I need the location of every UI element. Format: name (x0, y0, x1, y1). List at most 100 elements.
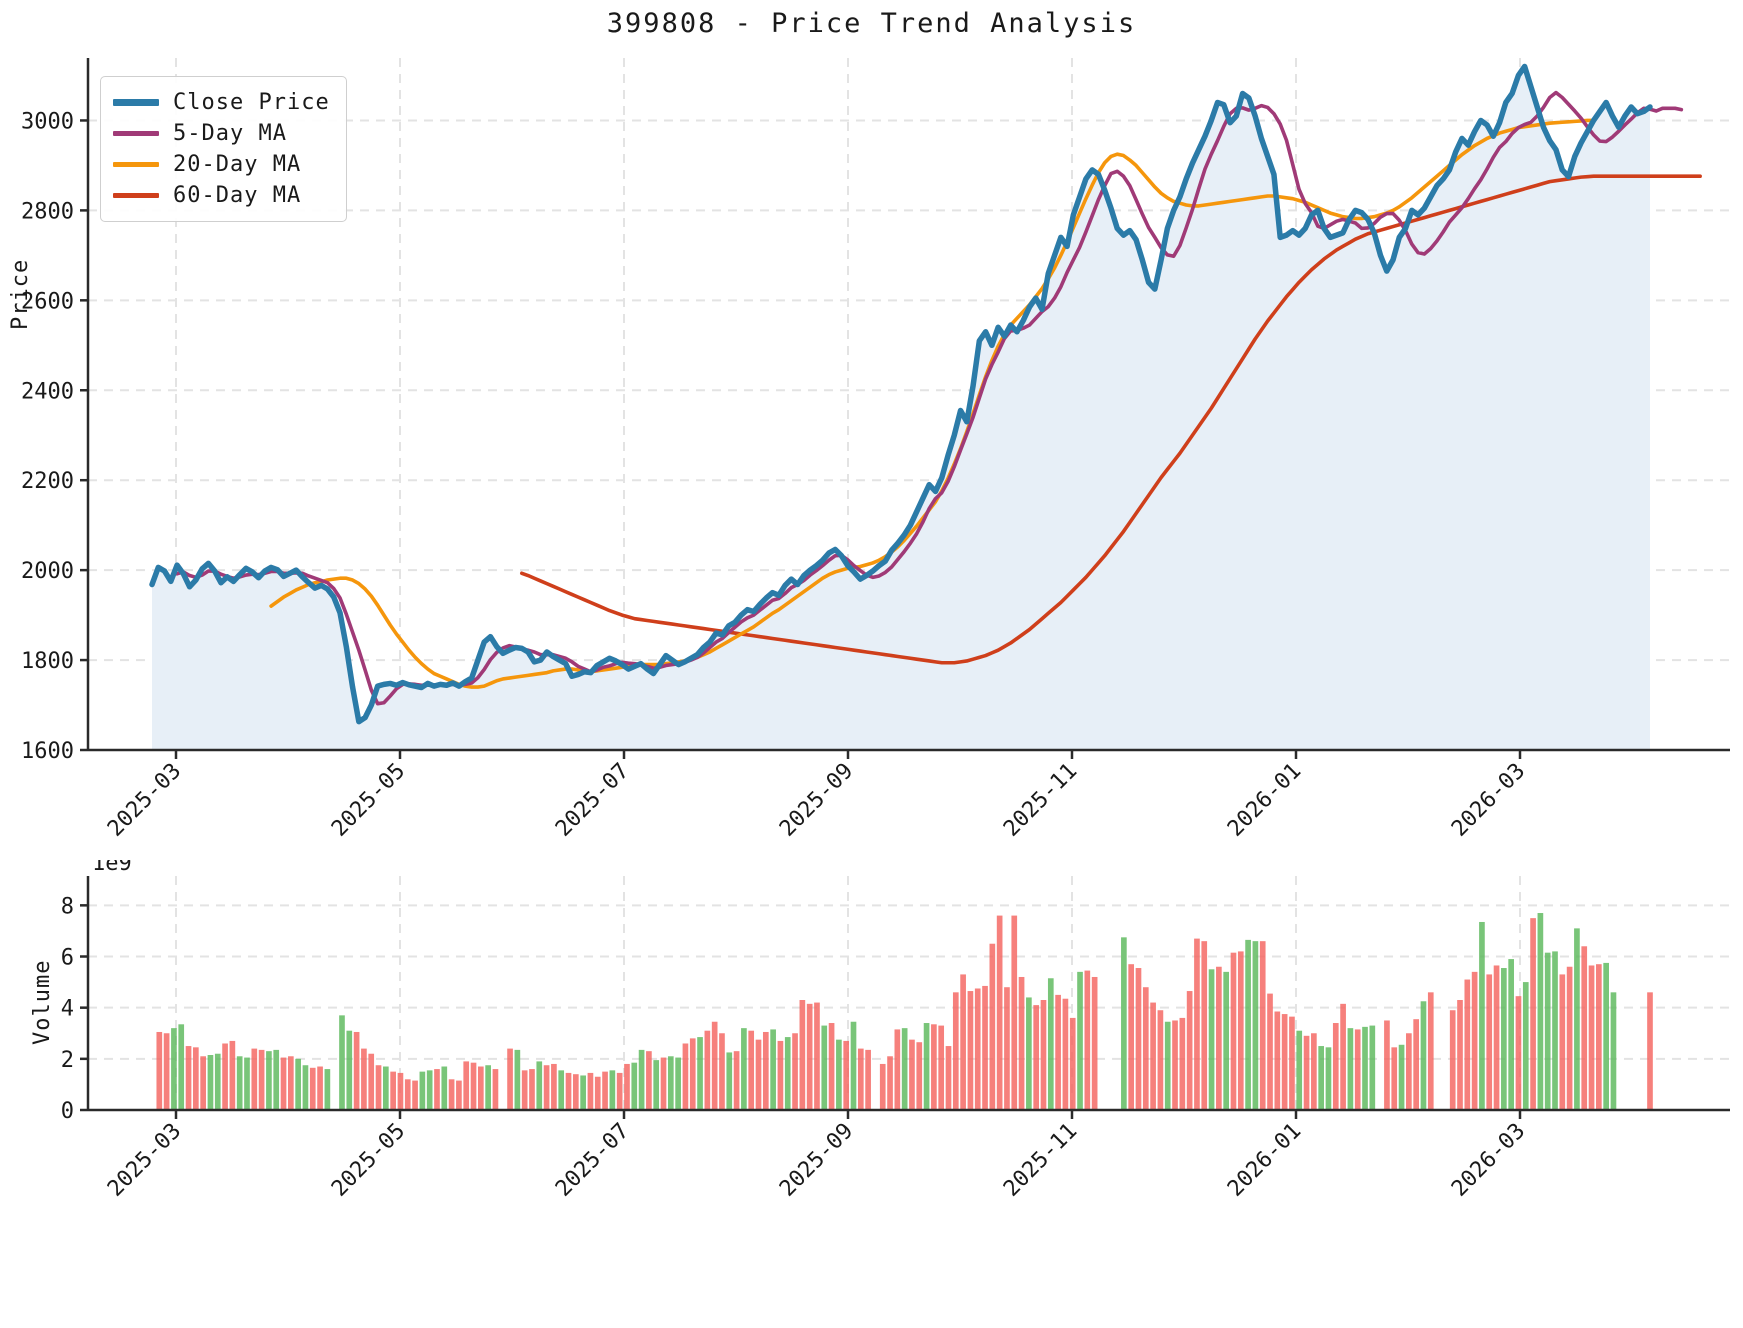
volume-bar (843, 1040, 850, 1110)
legend-item-ma5: 5-Day MA (113, 118, 330, 149)
volume-bar (602, 1071, 608, 1110)
volume-bar (923, 1023, 930, 1110)
price-y-tick: 2200 (21, 469, 74, 494)
volume-bar (594, 1076, 601, 1110)
volume-bar (492, 1069, 499, 1110)
volume-bar (214, 1053, 221, 1110)
volume-bar (1047, 978, 1054, 1110)
volume-bar (1296, 1030, 1303, 1110)
volume-bar (1530, 918, 1536, 1110)
volume-bar (726, 1052, 733, 1110)
volume-bar (1603, 962, 1609, 1110)
volume-bar (653, 1060, 660, 1110)
volume-bar (229, 1040, 236, 1110)
volume-bar (697, 1037, 703, 1110)
volume-bar (302, 1065, 309, 1110)
price-y-tick: 2000 (21, 559, 74, 584)
price-y-tick: 1600 (21, 739, 74, 764)
volume-y-tick: 2 (61, 1048, 74, 1073)
volume-bar (1311, 1033, 1317, 1110)
volume-bar (163, 1033, 170, 1110)
volume-bar (1347, 1028, 1354, 1110)
volume-bar (258, 1049, 265, 1110)
price-y-tick: 1800 (21, 649, 74, 674)
volume-bar (1077, 971, 1083, 1110)
volume-bar (375, 1065, 382, 1110)
volume-bar (1091, 976, 1098, 1110)
legend-label-close-price: Close Price (173, 90, 330, 115)
volume-bar (1289, 1016, 1295, 1110)
legend-item-close-price: Close Price (113, 87, 330, 118)
price-x-tick: 2025-03 (103, 759, 186, 842)
volume-y-tick: 8 (61, 894, 74, 919)
volume-bar (353, 1031, 360, 1110)
volume-bar (1362, 1026, 1368, 1110)
volume-bar (960, 974, 966, 1110)
volume-bar (1588, 965, 1595, 1110)
volume-bar (280, 1057, 287, 1110)
volume-bar (1552, 951, 1558, 1110)
volume-bar (507, 1048, 513, 1110)
volume-bars (156, 913, 1653, 1110)
volume-bar (244, 1057, 250, 1110)
volume-y-tick: 4 (61, 997, 74, 1022)
volume-bar (426, 1070, 433, 1110)
volume-bar (185, 1046, 192, 1110)
volume-bar (1179, 1017, 1186, 1110)
volume-bar (558, 1070, 565, 1110)
volume-bar (1457, 1000, 1463, 1110)
volume-bar (938, 1025, 945, 1110)
volume-bar (719, 1033, 725, 1110)
volume-bar (741, 1028, 747, 1110)
volume-bar (1574, 928, 1580, 1110)
volume-bar (441, 1066, 448, 1110)
volume-bar (1281, 1014, 1288, 1110)
volume-bar (1471, 971, 1478, 1110)
volume-bar (1325, 1047, 1332, 1110)
volume-bar (1406, 1033, 1412, 1110)
volume-bar (967, 991, 974, 1110)
volume-bar (580, 1075, 586, 1110)
volume-bar (909, 1039, 915, 1110)
volume-bar (631, 1062, 638, 1110)
volume-bar (236, 1056, 243, 1110)
volume-bar (1501, 968, 1507, 1110)
volume-bar (193, 1047, 199, 1110)
volume-bar (755, 1039, 762, 1110)
volume-bar (974, 988, 981, 1110)
volume-bar (383, 1066, 389, 1110)
volume-bar (857, 1048, 864, 1110)
volume-bar (529, 1069, 535, 1110)
volume-bar (1018, 976, 1025, 1110)
volume-bar (1354, 1029, 1361, 1110)
volume-x-tick: 2025-11 (999, 1119, 1082, 1202)
volume-bar (704, 1030, 711, 1110)
volume-bar (689, 1038, 696, 1110)
volume-bar (434, 1069, 440, 1110)
volume-bar (1011, 915, 1018, 1110)
volume-bar (989, 943, 996, 1110)
volume-bar (952, 992, 959, 1110)
volume-bar (1084, 970, 1091, 1110)
price-x-tick: 2025-07 (551, 759, 634, 842)
volume-bar (1004, 987, 1010, 1110)
volume-x-tick: 2026-03 (1447, 1119, 1530, 1202)
volume-bar (1252, 941, 1259, 1110)
price-x-tick: 2025-11 (999, 759, 1082, 842)
series-line-60-day-ma (520, 174, 1702, 665)
volume-bar (361, 1048, 367, 1110)
volume-bar (251, 1048, 258, 1110)
volume-bar (609, 1070, 616, 1110)
volume-bar (171, 1028, 177, 1110)
volume-bar (646, 1051, 652, 1110)
volume-bar (762, 1031, 769, 1110)
volume-bar (616, 1072, 623, 1110)
volume-y-tick: 6 (61, 946, 74, 971)
legend-swatch-ma20 (113, 162, 159, 167)
price-y-tick: 3000 (21, 109, 74, 134)
price-y-tick: 2800 (21, 199, 74, 224)
volume-bar (273, 1049, 280, 1110)
volume-bar (368, 1053, 375, 1110)
volume-bar (536, 1061, 543, 1110)
